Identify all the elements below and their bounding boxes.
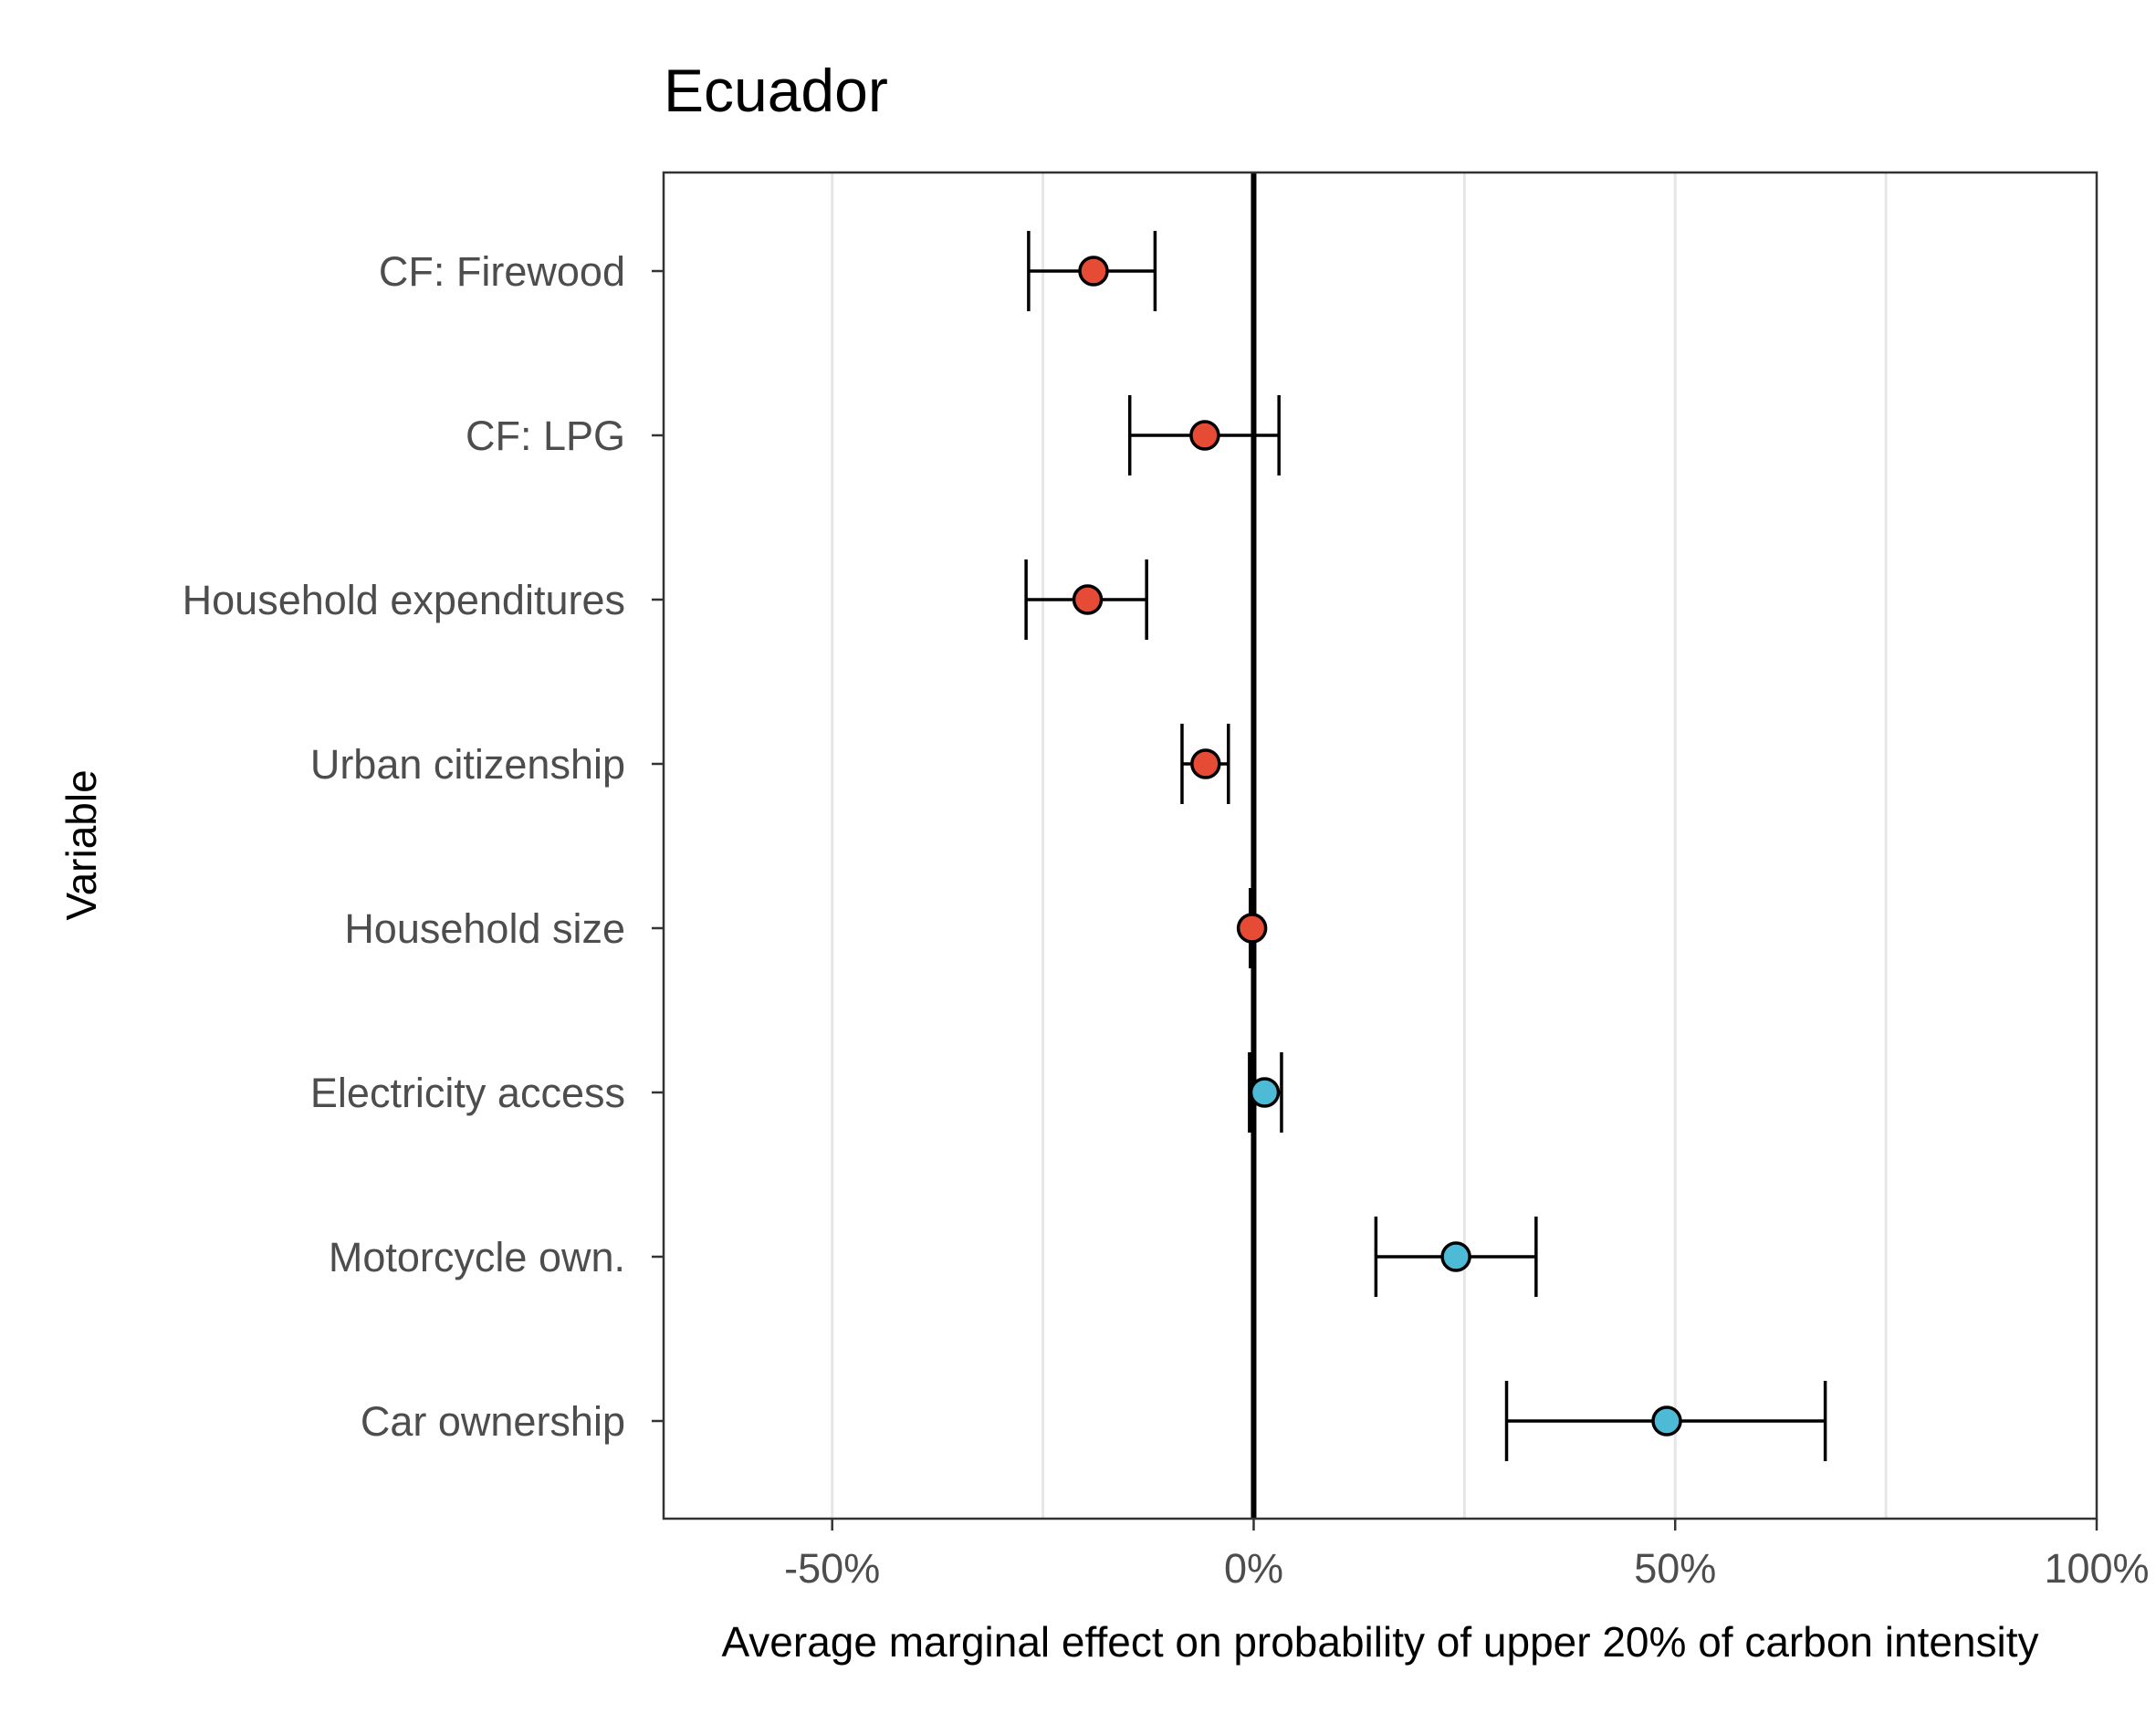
y-axis-label: Variable xyxy=(58,769,105,920)
estimate-point xyxy=(1190,748,1221,779)
y-tick-label: Household expenditures xyxy=(183,577,625,623)
x-tick-label: -50% xyxy=(784,1545,880,1592)
estimate-point xyxy=(1236,913,1268,944)
estimate-point xyxy=(1651,1405,1682,1437)
y-tick-label: CF: LPG xyxy=(466,413,625,459)
grid-lines xyxy=(831,172,1888,1519)
estimate-point xyxy=(1440,1241,1471,1272)
estimate-point xyxy=(1072,584,1104,615)
x-tick-label: 100% xyxy=(2044,1545,2149,1592)
y-tick-label: Electricity access xyxy=(310,1070,625,1116)
estimate-point xyxy=(1078,256,1109,287)
estimate-points xyxy=(1072,256,1682,1437)
y-tick-label: Household size xyxy=(344,905,625,952)
y-tick-label: CF: Firewood xyxy=(379,248,625,295)
plot-panel-border xyxy=(662,171,2098,1520)
x-tick-label: 50% xyxy=(1634,1545,1716,1592)
y-axis-ticks: CF: Firewood CF: LPG Household expenditure… xyxy=(183,248,664,1445)
chart-title: Ecuador xyxy=(664,57,888,124)
y-tick-label: Car ownership xyxy=(361,1398,625,1445)
y-tick-label: Motorcycle own. xyxy=(329,1234,625,1280)
y-tick-label: Urban citizenship xyxy=(310,741,625,788)
x-tick-label: 0% xyxy=(1224,1545,1283,1592)
x-axis-ticks: -50% 0% 50% 100% xyxy=(784,1519,2150,1592)
x-axis-label: Average marginal effect on probability o… xyxy=(721,1618,2038,1666)
estimate-point xyxy=(1189,420,1220,451)
estimate-point xyxy=(1249,1077,1281,1108)
